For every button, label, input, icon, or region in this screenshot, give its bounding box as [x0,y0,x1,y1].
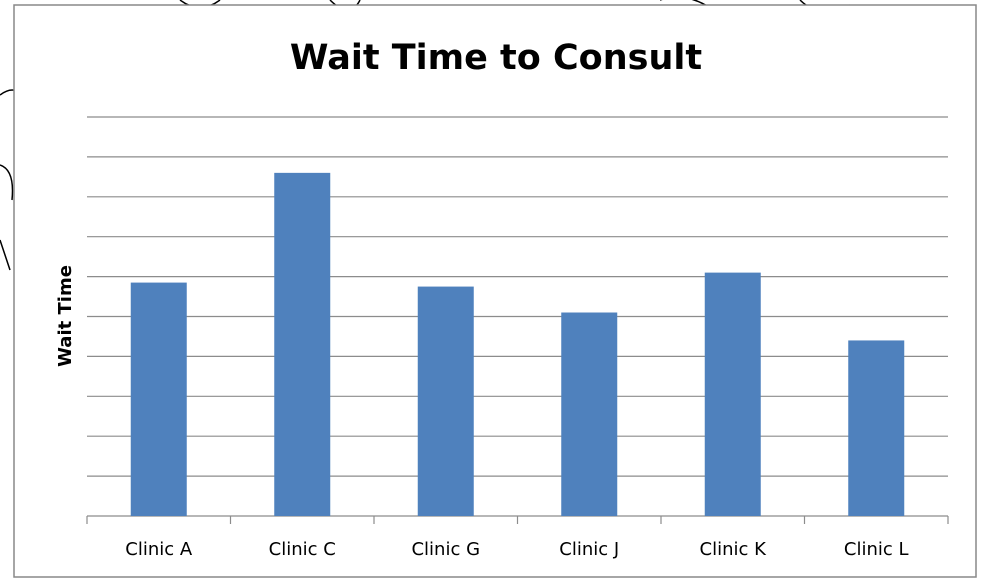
x-tick-label: Clinic G [411,539,480,560]
bar [131,283,187,516]
x-tick-label: Clinic A [125,539,193,560]
page: Wait Time to Consult Wait Time Clinic A C… [0,0,986,579]
x-tick-label: Clinic J [559,539,619,560]
x-tick-label: Clinic K [700,539,768,560]
bar [418,287,474,516]
chart: Wait Time to Consult Wait Time Clinic A C… [0,0,986,579]
x-tick-label: Clinic L [844,539,909,560]
bar [274,173,330,516]
y-axis-label: Wait Time [55,265,76,367]
chart-title: Wait Time to Consult [290,38,702,78]
x-tick-label: Clinic C [269,539,336,560]
bar [705,273,761,516]
bar [848,340,904,516]
bar [561,313,617,516]
